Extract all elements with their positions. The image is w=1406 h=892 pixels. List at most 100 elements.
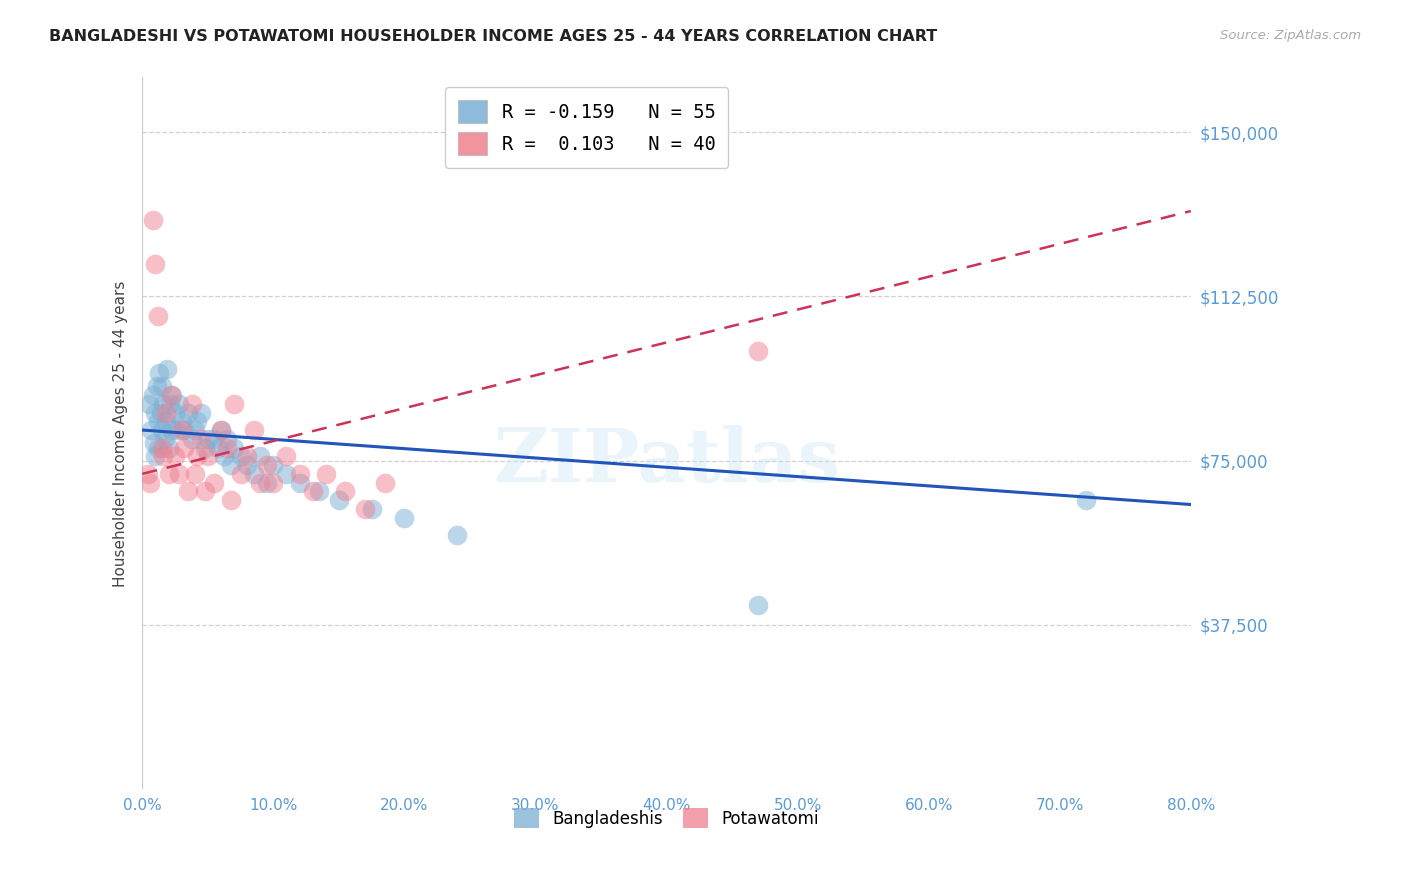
Point bbox=[335, 484, 357, 499]
Point bbox=[150, 379, 173, 393]
Point bbox=[360, 502, 382, 516]
Point bbox=[249, 450, 271, 464]
Point bbox=[165, 450, 187, 464]
Legend: Bangladeshis, Potawatomi: Bangladeshis, Potawatomi bbox=[508, 802, 825, 834]
Point bbox=[236, 458, 259, 472]
Point bbox=[157, 467, 180, 481]
Point bbox=[221, 493, 243, 508]
Point bbox=[170, 423, 193, 437]
Point bbox=[354, 502, 377, 516]
Point bbox=[173, 441, 195, 455]
Point bbox=[194, 484, 217, 499]
Point bbox=[394, 510, 416, 524]
Point bbox=[150, 423, 173, 437]
Point bbox=[308, 484, 330, 499]
Point bbox=[159, 397, 181, 411]
Point bbox=[315, 467, 337, 481]
Point bbox=[209, 423, 232, 437]
Point bbox=[177, 484, 200, 499]
Point bbox=[209, 423, 232, 437]
Point bbox=[184, 423, 207, 437]
Point bbox=[256, 475, 278, 490]
Point bbox=[328, 493, 350, 508]
Point bbox=[288, 467, 311, 481]
Point bbox=[1074, 493, 1097, 508]
Point bbox=[242, 423, 264, 437]
Point bbox=[145, 450, 167, 464]
Point bbox=[142, 388, 165, 402]
Point bbox=[181, 432, 204, 446]
Point bbox=[155, 405, 177, 419]
Point bbox=[197, 432, 219, 446]
Point bbox=[221, 458, 243, 472]
Point bbox=[446, 528, 468, 542]
Point bbox=[229, 450, 252, 464]
Point bbox=[301, 484, 323, 499]
Point bbox=[162, 388, 184, 402]
Point bbox=[186, 414, 208, 428]
Point bbox=[207, 441, 229, 455]
Point bbox=[288, 475, 311, 490]
Point bbox=[242, 467, 264, 481]
Point bbox=[236, 450, 259, 464]
Point bbox=[165, 423, 187, 437]
Point bbox=[160, 423, 183, 437]
Point bbox=[173, 423, 195, 437]
Point bbox=[217, 441, 239, 455]
Point bbox=[249, 475, 271, 490]
Point bbox=[167, 397, 190, 411]
Point bbox=[157, 441, 180, 455]
Text: ZIPatlas: ZIPatlas bbox=[494, 425, 839, 499]
Point bbox=[177, 405, 200, 419]
Point bbox=[146, 441, 169, 455]
Text: Source: ZipAtlas.com: Source: ZipAtlas.com bbox=[1220, 29, 1361, 42]
Point bbox=[374, 475, 396, 490]
Point bbox=[170, 414, 193, 428]
Point bbox=[202, 432, 225, 446]
Y-axis label: Householder Income Ages 25 - 44 years: Householder Income Ages 25 - 44 years bbox=[114, 280, 128, 587]
Point bbox=[145, 405, 167, 419]
Point bbox=[150, 441, 173, 455]
Point bbox=[141, 423, 163, 437]
Point bbox=[181, 397, 204, 411]
Point bbox=[197, 450, 219, 464]
Point bbox=[143, 436, 166, 450]
Point bbox=[146, 414, 169, 428]
Point bbox=[276, 450, 298, 464]
Point bbox=[262, 458, 284, 472]
Point bbox=[190, 405, 212, 419]
Point bbox=[136, 467, 159, 481]
Point bbox=[184, 467, 207, 481]
Point bbox=[747, 344, 769, 359]
Point bbox=[194, 441, 217, 455]
Point bbox=[190, 432, 212, 446]
Point bbox=[186, 450, 208, 464]
Point bbox=[145, 257, 167, 271]
Point bbox=[202, 475, 225, 490]
Point bbox=[217, 432, 239, 446]
Point bbox=[142, 212, 165, 227]
Point bbox=[212, 450, 235, 464]
Point bbox=[229, 467, 252, 481]
Point bbox=[262, 475, 284, 490]
Point bbox=[152, 397, 174, 411]
Point bbox=[152, 450, 174, 464]
Point bbox=[222, 397, 245, 411]
Point bbox=[160, 388, 183, 402]
Point bbox=[167, 467, 190, 481]
Text: BANGLADESHI VS POTAWATOMI HOUSEHOLDER INCOME AGES 25 - 44 YEARS CORRELATION CHAR: BANGLADESHI VS POTAWATOMI HOUSEHOLDER IN… bbox=[49, 29, 938, 44]
Point bbox=[146, 309, 169, 323]
Point bbox=[139, 475, 162, 490]
Point bbox=[276, 467, 298, 481]
Point bbox=[222, 441, 245, 455]
Point bbox=[138, 397, 160, 411]
Point bbox=[747, 599, 769, 613]
Point bbox=[149, 405, 172, 419]
Point bbox=[145, 379, 167, 393]
Point bbox=[165, 405, 187, 419]
Point bbox=[256, 458, 278, 472]
Point bbox=[156, 361, 179, 376]
Point bbox=[155, 414, 177, 428]
Point bbox=[153, 432, 176, 446]
Point bbox=[148, 366, 170, 380]
